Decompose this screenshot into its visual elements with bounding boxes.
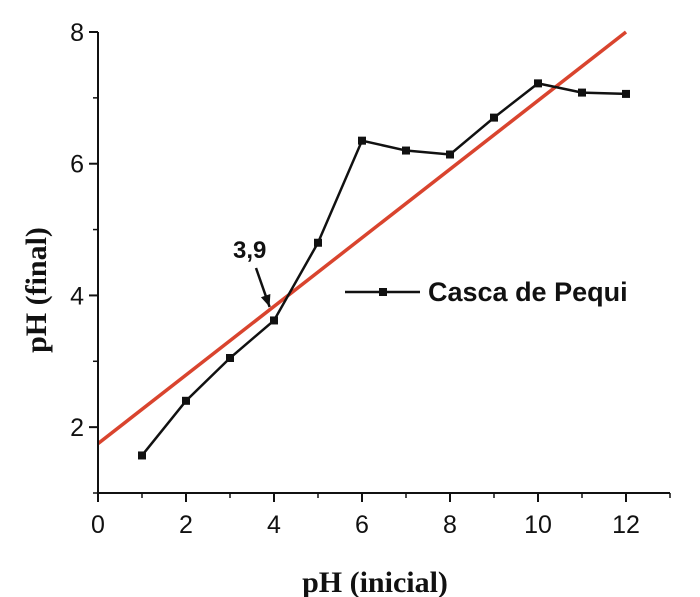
- reference-line-layer: [96, 30, 628, 445]
- y-tick-label: 8: [70, 19, 84, 47]
- data-point: [138, 451, 146, 460]
- annotation: 3,9: [233, 237, 271, 308]
- y-axis-title: pH (final): [20, 227, 53, 353]
- data-point: [446, 150, 454, 159]
- x-tick-label: 4: [267, 511, 281, 539]
- x-tick-label: 2: [179, 511, 193, 539]
- y-ticks: 2 4 6 8: [70, 19, 98, 494]
- data-point: [358, 136, 366, 145]
- data-point: [402, 146, 410, 155]
- annotation-label: 3,9: [233, 237, 266, 264]
- x-tick-label: 8: [443, 511, 457, 539]
- y-tick-label: 2: [70, 414, 84, 442]
- annotation-arrowhead: [260, 293, 271, 307]
- data-point: [270, 316, 278, 325]
- x-ticks: 0 2 4 6 8 10 12: [91, 493, 671, 539]
- series-layer: [138, 79, 630, 460]
- data-point: [226, 353, 234, 362]
- x-tick-label: 12: [612, 511, 640, 539]
- data-point: [182, 396, 190, 405]
- y-tick-label: 6: [70, 151, 84, 179]
- data-point: [490, 113, 498, 122]
- x-tick-label: 10: [524, 511, 552, 539]
- axes: 0 2 4 6 8 10 12 2 4 6 8: [70, 19, 671, 539]
- series-line: [141, 82, 627, 457]
- data-point: [534, 79, 542, 88]
- x-tick-label: 6: [355, 511, 369, 539]
- reference-line: [96, 30, 628, 445]
- legend-marker: [379, 288, 387, 296]
- data-point: [314, 238, 322, 247]
- data-point: [622, 89, 630, 98]
- legend-label: Casca de Pequi: [428, 277, 628, 307]
- x-axis-title: pH (inicial): [302, 566, 448, 597]
- legend: Casca de Pequi: [345, 277, 628, 307]
- x-tick-label: 0: [91, 511, 105, 539]
- data-point: [578, 88, 586, 97]
- y-tick-label: 4: [70, 282, 84, 310]
